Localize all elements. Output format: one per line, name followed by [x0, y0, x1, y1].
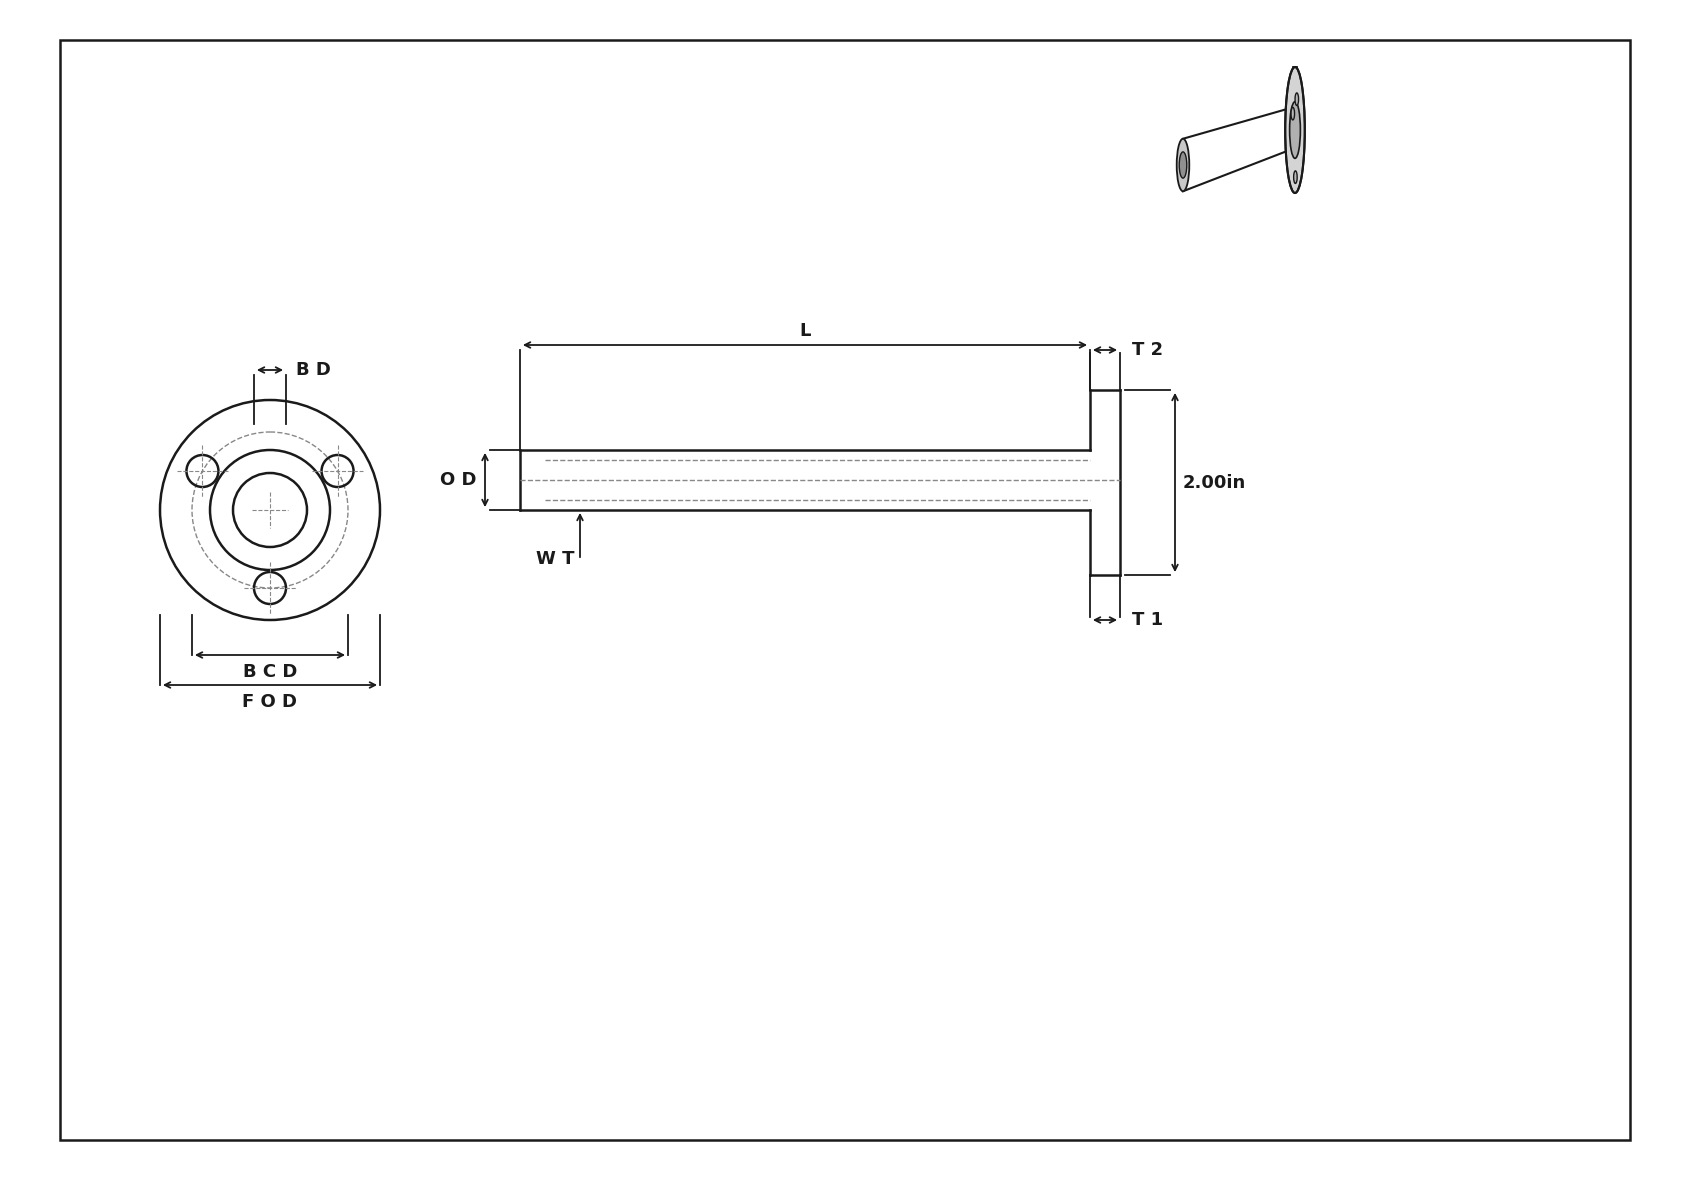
- Text: W T: W T: [537, 550, 574, 568]
- Ellipse shape: [1290, 101, 1300, 158]
- Ellipse shape: [1179, 152, 1187, 178]
- Ellipse shape: [1292, 107, 1295, 120]
- Text: L: L: [800, 322, 810, 340]
- Text: B D: B D: [296, 361, 330, 378]
- Text: B C D: B C D: [242, 663, 296, 681]
- Text: F O D: F O D: [242, 693, 298, 710]
- Ellipse shape: [1177, 139, 1189, 192]
- Text: 2.00in: 2.00in: [1182, 474, 1246, 491]
- Ellipse shape: [1285, 67, 1305, 193]
- Text: O D: O D: [441, 471, 477, 489]
- Text: T 2: T 2: [1132, 342, 1164, 359]
- Ellipse shape: [1293, 171, 1297, 183]
- Ellipse shape: [1295, 93, 1298, 106]
- Text: T 1: T 1: [1132, 610, 1164, 630]
